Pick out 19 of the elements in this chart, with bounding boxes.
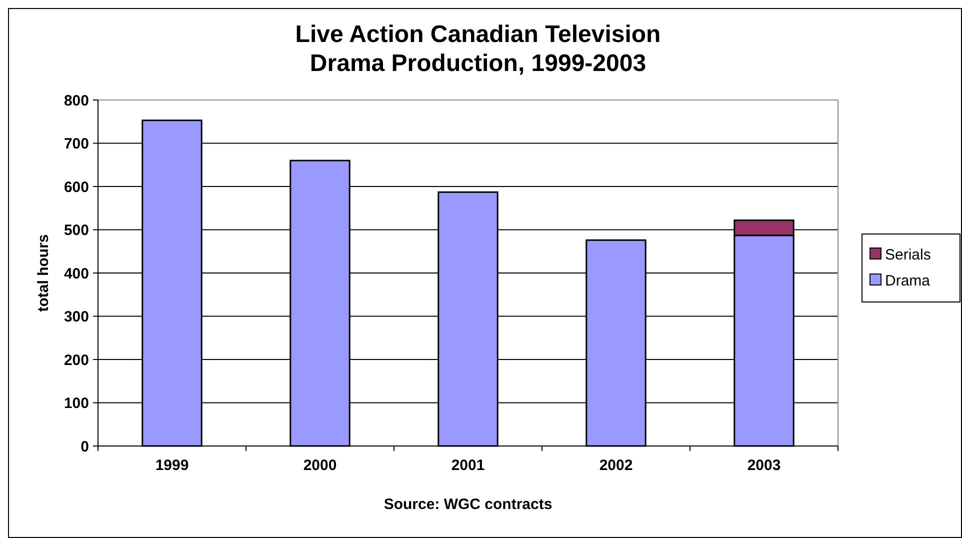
- y-tick-label: 400: [64, 265, 89, 282]
- y-tick-label: 200: [64, 352, 89, 369]
- x-tick-label: 1999: [155, 457, 189, 474]
- x-tick-label: 2001: [451, 457, 485, 474]
- y-axis-title: total hours: [35, 234, 52, 312]
- x-tick-label: 2002: [599, 457, 633, 474]
- chart-title: Live Action Canadian Television Drama Production, 1999-2003: [295, 21, 661, 77]
- y-tick-label: 500: [64, 222, 89, 239]
- x-tick-label: 2000: [303, 457, 337, 474]
- y-tick-label: 300: [64, 308, 89, 326]
- x-axis-title: Source: WGC contracts: [384, 496, 552, 513]
- y-tick-label: 0: [80, 438, 89, 456]
- y-tick-label: 100: [64, 395, 89, 412]
- x-tick-label: 2003: [747, 457, 781, 474]
- legend-label: Serials: [885, 246, 931, 264]
- y-tick-label: 700: [64, 136, 89, 152]
- legend-label: Drama: [885, 272, 931, 290]
- y-tick-label: 800: [64, 92, 89, 110]
- y-tick-label: 600: [64, 178, 89, 196]
